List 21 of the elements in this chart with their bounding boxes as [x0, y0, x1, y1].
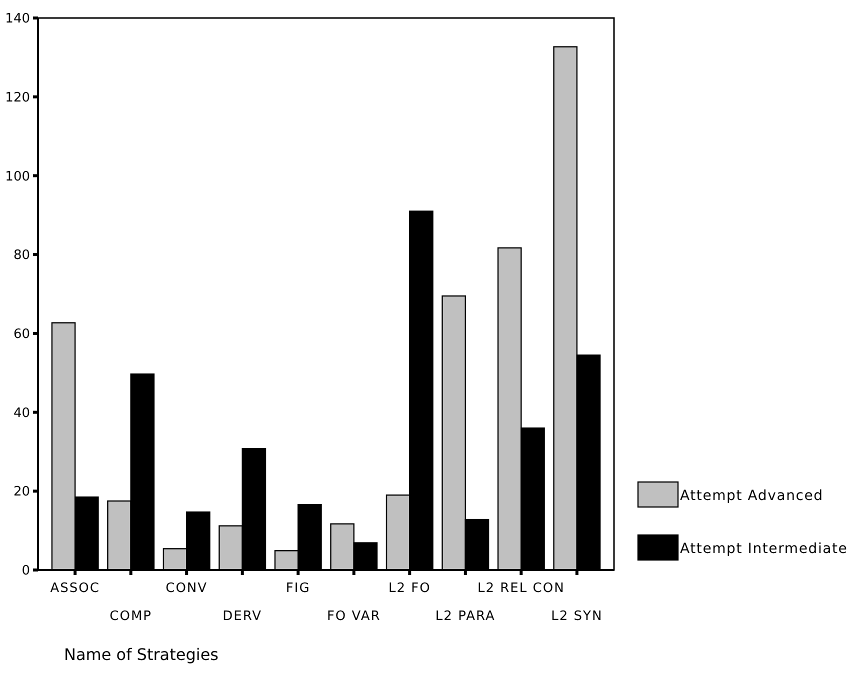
x-tick-label: FO VAR — [326, 609, 381, 624]
legend-label: Attempt Intermediate — [680, 541, 848, 557]
y-tick-label: 40 — [13, 406, 30, 421]
y-tick-label: 140 — [5, 12, 30, 27]
x-axis-title: Name of Strategies — [64, 645, 219, 664]
x-tick-label: L2 FO — [388, 581, 431, 596]
x-tick-label: L2 PARA — [435, 609, 496, 624]
x-tick-label: COMP — [110, 609, 152, 624]
x-tick-label: L2 SYN — [551, 609, 603, 624]
y-tick-label: 0 — [22, 564, 30, 579]
x-tick-label: L2 REL CON — [478, 581, 565, 596]
y-tick-label: 100 — [5, 169, 30, 184]
x-tick-label: DERV — [222, 609, 262, 624]
x-tick-label: FIG — [286, 581, 310, 596]
x-tick-label: ASSOC — [50, 581, 100, 596]
y-tick-label: 20 — [13, 484, 30, 500]
legend-label: Attempt Advanced — [680, 488, 824, 504]
y-tick-label: 80 — [13, 248, 30, 264]
y-tick-label: 120 — [5, 90, 30, 106]
y-tick-label: 60 — [13, 326, 30, 342]
x-tick-label: CONV — [166, 581, 208, 596]
